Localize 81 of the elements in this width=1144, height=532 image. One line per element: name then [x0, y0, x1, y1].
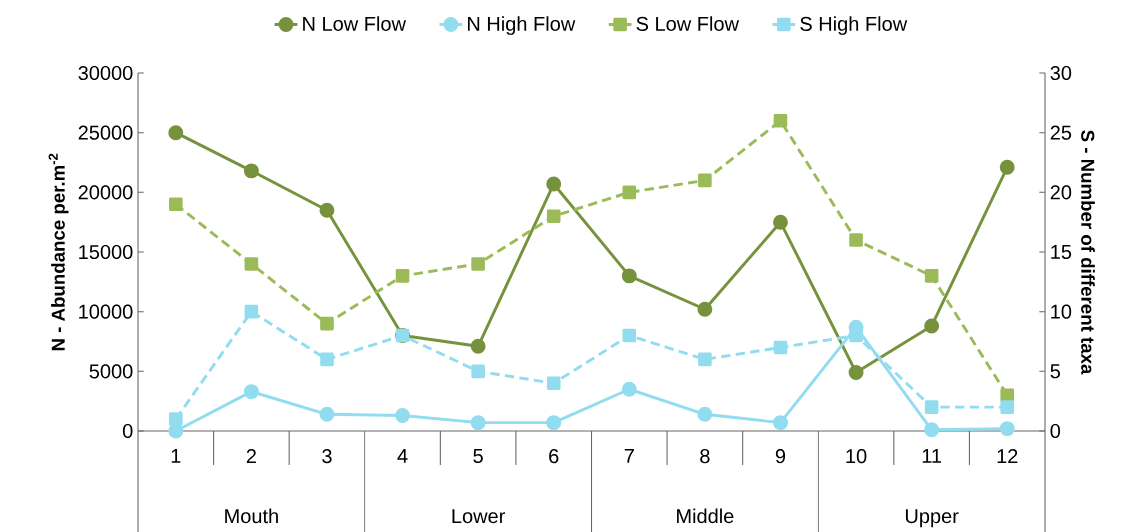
legend-label: N Low Flow: [303, 16, 407, 31]
y-tick-label: 30000: [78, 65, 133, 81]
point: [773, 415, 788, 431]
y2-tick-label: 30: [1050, 65, 1072, 81]
point: [546, 176, 562, 192]
point: [622, 328, 637, 343]
point: [621, 381, 637, 397]
point: [924, 422, 940, 438]
y-tick-label: 0: [122, 423, 133, 439]
point: [320, 352, 334, 367]
y-tick-label: 15000: [79, 244, 133, 260]
legend-label: S High Flow: [800, 16, 908, 35]
point: [470, 415, 486, 431]
point: [243, 384, 259, 400]
point: [622, 185, 637, 200]
point: [849, 233, 863, 247]
x-tick-label: 5: [473, 449, 483, 463]
x-tick-label: 2: [246, 449, 256, 464]
point: [697, 406, 713, 422]
y2-tick-label: 10: [1051, 304, 1072, 319]
y2-axis-title: S - Number of different taxa: [1081, 130, 1095, 375]
point: [168, 412, 183, 426]
point: [546, 209, 561, 224]
text: Middle: [677, 508, 734, 524]
x-tick-label: 10: [846, 449, 867, 464]
x-tick-label: 11: [922, 449, 942, 463]
point: [999, 159, 1015, 175]
point: [999, 421, 1015, 437]
point: [319, 406, 335, 422]
point: [848, 365, 864, 380]
legend-label: S Low Flow: [636, 16, 740, 31]
x-tick-label: 3: [322, 449, 332, 464]
point: [546, 376, 561, 391]
point: [319, 202, 335, 218]
point: [395, 269, 410, 283]
y-tick-label: 25000: [78, 125, 133, 140]
y2-tick-label: 0: [1050, 423, 1061, 439]
point: [924, 318, 940, 334]
y2-tick-label: 5: [1050, 364, 1061, 379]
point: [849, 328, 863, 343]
point: [1000, 388, 1015, 402]
point: [698, 352, 712, 367]
point: [773, 113, 788, 128]
point: [395, 408, 411, 423]
x-tick-label: 1: [171, 449, 181, 463]
point: [546, 415, 562, 431]
point: [697, 301, 713, 317]
text: Lower: [452, 509, 506, 524]
x-tick-label: 6: [549, 449, 559, 464]
point: [471, 257, 485, 271]
text: Mouth: [225, 508, 278, 524]
point: [244, 304, 259, 319]
y-tick-label: 5000: [89, 364, 133, 379]
text: Upper: [905, 509, 959, 528]
y-axis-title: N - Abundance per.m$^{-2}$: [48, 153, 69, 351]
x-tick-label: 4: [397, 449, 408, 463]
point: [470, 338, 486, 354]
y2-tick-label: 20: [1050, 185, 1072, 200]
point: [244, 257, 259, 271]
point: [773, 214, 788, 230]
legend-label: N High Flow: [467, 16, 576, 35]
point: [698, 173, 712, 188]
point: [243, 163, 259, 179]
x-tick-label: 12: [997, 449, 1018, 464]
point: [924, 400, 939, 414]
point: [320, 316, 334, 331]
y2-tick-label: 15: [1051, 245, 1072, 259]
point: [168, 125, 184, 141]
point: [773, 340, 788, 355]
point: [621, 268, 637, 284]
y-tick-label: 10000: [79, 304, 133, 319]
point: [1000, 400, 1015, 414]
x-tick-label: 9: [775, 449, 786, 464]
y2-tick-label: 25: [1050, 125, 1072, 140]
x-tick-label: 8: [700, 449, 710, 464]
y-tick-label: 20000: [78, 185, 133, 200]
point: [471, 364, 485, 379]
point: [924, 269, 939, 283]
x-tick-label: 7: [624, 449, 634, 463]
point: [168, 423, 184, 439]
point: [168, 197, 183, 212]
